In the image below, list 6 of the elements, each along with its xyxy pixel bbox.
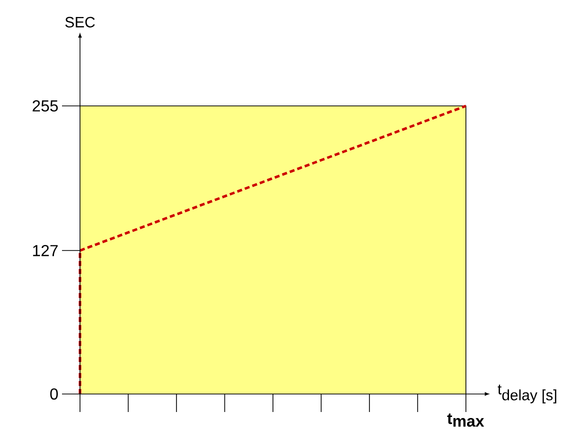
y-tick-label: 0 bbox=[50, 388, 58, 400]
x-tick-label: $\textbf{t}_{\textbf{max}}$ bbox=[447, 414, 484, 427]
y-tick-label: 127 bbox=[33, 244, 58, 256]
y-tick-label: 255 bbox=[32, 100, 58, 112]
x-axis-title: $\textnormal{t}_{\textnormal{delay [s]}}$ bbox=[498, 384, 556, 404]
y-axis-title: SEC bbox=[65, 16, 95, 28]
